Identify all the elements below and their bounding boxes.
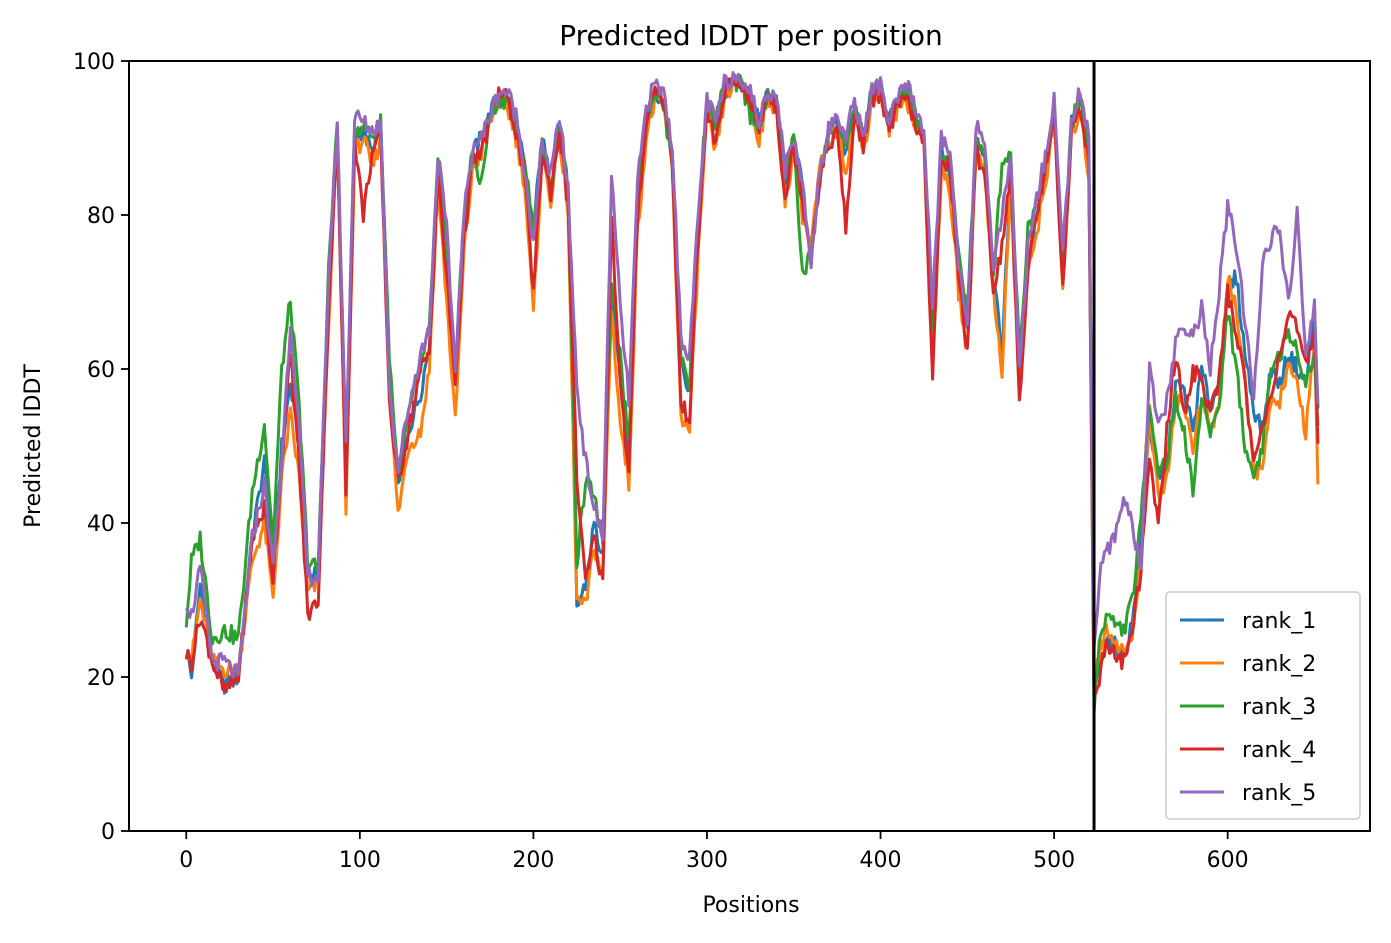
x-tick-label: 500 xyxy=(1033,848,1075,873)
y-axis-title: Predicted lDDT xyxy=(21,364,46,528)
legend-label-rank_1: rank_1 xyxy=(1242,609,1316,634)
legend-label-rank_3: rank_3 xyxy=(1242,695,1316,720)
plot-frame xyxy=(128,60,1371,832)
y-axis: 0 20 40 60 80 100 xyxy=(73,50,129,845)
x-axis-title: Positions xyxy=(702,893,799,918)
y-tick-label: 60 xyxy=(87,358,115,383)
x-tick-label: 0 xyxy=(179,848,193,873)
series-line-rank_5 xyxy=(184,71,1320,679)
x-tick-label: 300 xyxy=(686,848,728,873)
y-tick-label: 0 xyxy=(101,820,115,845)
x-tick-label: 400 xyxy=(860,848,902,873)
y-tick-label: 40 xyxy=(87,512,115,537)
x-axis: 0 100 200 300 400 500 600 xyxy=(179,831,1249,873)
y-tick-label: 80 xyxy=(87,204,115,229)
legend-label-rank_4: rank_4 xyxy=(1242,738,1316,763)
y-tick-label: 20 xyxy=(87,666,115,691)
x-tick-label: 100 xyxy=(339,848,381,873)
y-tick-label: 100 xyxy=(73,50,115,75)
series-lines xyxy=(184,71,1320,716)
legend-box xyxy=(1165,591,1361,820)
legend-label-rank_5: rank_5 xyxy=(1242,781,1316,806)
x-tick-label: 200 xyxy=(512,848,554,873)
legend: rank_1 rank_2 rank_3 rank_4 rank_5 xyxy=(1165,591,1361,820)
x-tick-label: 600 xyxy=(1207,848,1249,873)
legend-label-rank_2: rank_2 xyxy=(1242,652,1316,677)
series-line-rank_4 xyxy=(184,75,1320,695)
chart-title: Predicted lDDT per position xyxy=(559,19,943,52)
